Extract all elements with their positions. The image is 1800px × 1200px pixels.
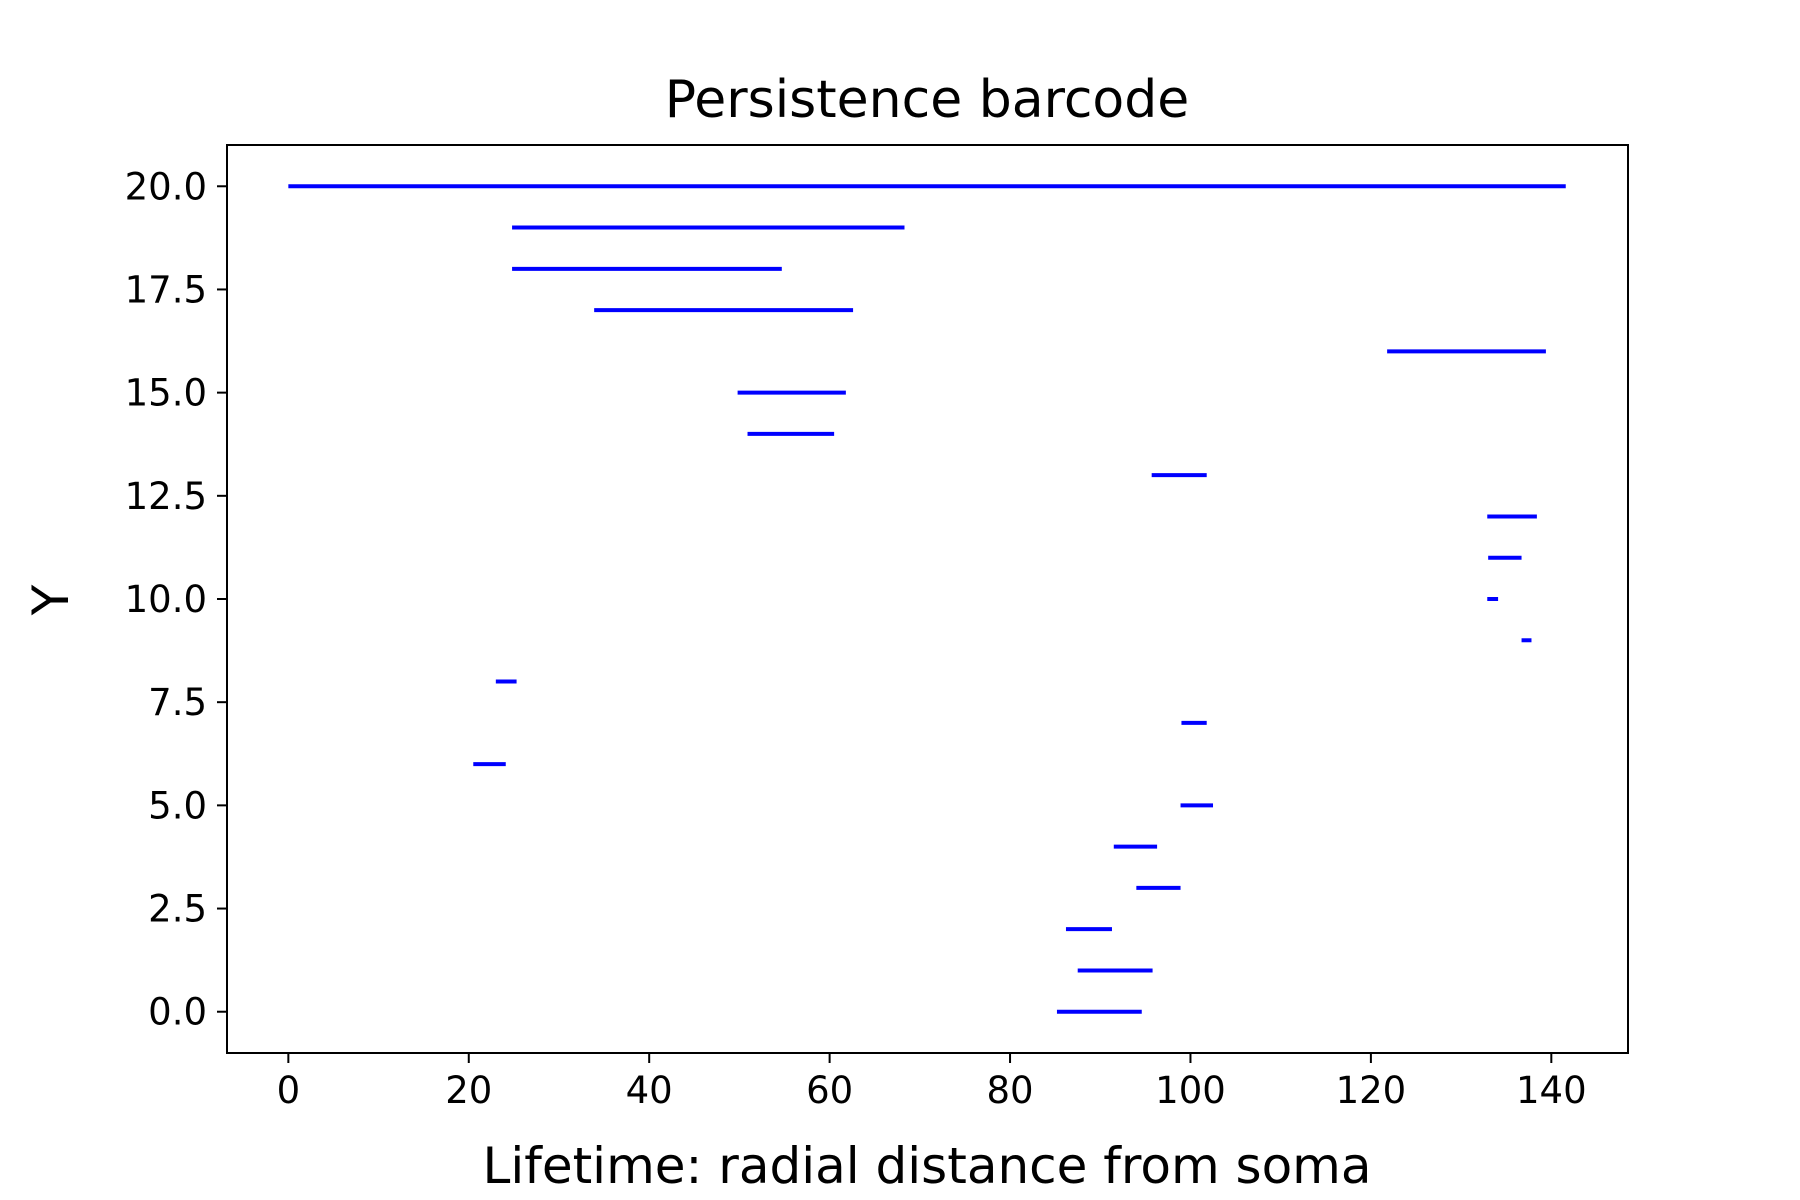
- y-tick-label: 2.5: [148, 888, 207, 931]
- x-tick-label: 140: [1516, 1069, 1587, 1112]
- x-tick-label: 20: [445, 1069, 492, 1112]
- x-axis-label: Lifetime: radial distance from soma: [482, 1137, 1371, 1195]
- y-axis-label: Y: [22, 584, 80, 616]
- y-tick-label: 10.0: [125, 578, 207, 621]
- chart-title: Persistence barcode: [665, 70, 1189, 130]
- x-axis-ticks: 0 20 40 60 80 100 120 140: [277, 1053, 1587, 1112]
- y-tick-label: 7.5: [148, 681, 207, 724]
- plot-area-frame: [226, 144, 1629, 1054]
- y-axis-ticks: 0.0 2.5 5.0 7.5 10.0 12.5 15.0 17.5 20.0: [125, 165, 227, 1034]
- x-tick-label: 0: [277, 1069, 301, 1112]
- y-tick-label: 12.5: [125, 475, 207, 518]
- y-tick-label: 0.0: [148, 991, 207, 1034]
- y-tick-label: 17.5: [125, 268, 207, 311]
- y-tick-label: 20.0: [125, 165, 207, 208]
- x-tick-label: 100: [1155, 1069, 1226, 1112]
- y-tick-label: 5.0: [148, 784, 207, 827]
- x-tick-label: 120: [1336, 1069, 1407, 1112]
- y-tick-label: 15.0: [125, 372, 207, 415]
- barcode-bars: [288, 184, 1566, 1014]
- x-tick-label: 80: [986, 1069, 1033, 1112]
- x-tick-label: 60: [806, 1069, 853, 1112]
- x-tick-label: 40: [626, 1069, 673, 1112]
